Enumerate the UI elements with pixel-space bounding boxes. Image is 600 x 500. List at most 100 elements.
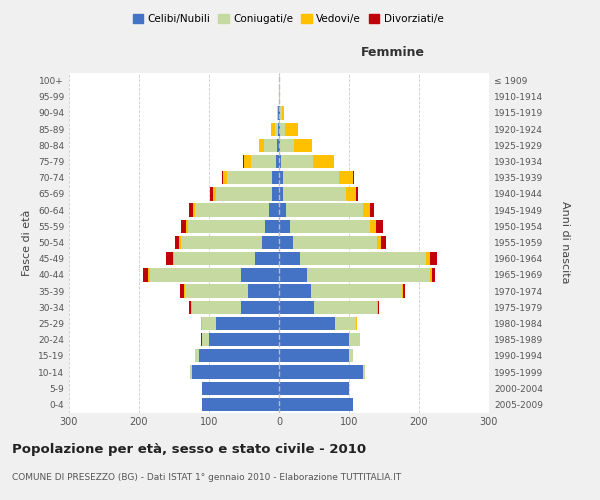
Bar	[271, 122, 275, 136]
Bar	[356, 188, 358, 200]
Bar	[264, 138, 277, 152]
Bar	[278, 122, 279, 136]
Bar	[403, 284, 405, 298]
Bar	[279, 317, 335, 330]
Bar	[279, 268, 307, 281]
Bar	[275, 155, 279, 168]
Bar	[195, 204, 269, 217]
Bar	[277, 138, 279, 152]
Bar	[293, 236, 377, 249]
Bar	[181, 220, 186, 233]
Y-axis label: Anni di nascita: Anni di nascita	[560, 201, 570, 283]
Bar	[212, 188, 216, 200]
Bar	[338, 171, 353, 184]
Bar	[185, 284, 248, 298]
Bar	[279, 236, 293, 249]
Bar	[363, 204, 370, 217]
Bar	[279, 138, 280, 152]
Bar	[221, 171, 223, 184]
Bar	[370, 220, 376, 233]
Bar	[279, 382, 349, 395]
Bar	[279, 300, 314, 314]
Bar	[216, 317, 279, 330]
Bar	[244, 155, 251, 168]
Bar	[241, 268, 279, 281]
Bar	[148, 268, 149, 281]
Bar	[209, 333, 279, 346]
Bar	[346, 188, 356, 200]
Bar	[281, 155, 313, 168]
Legend: Celibi/Nubili, Coniugati/e, Vedovi/e, Divorziati/e: Celibi/Nubili, Coniugati/e, Vedovi/e, Di…	[128, 10, 448, 29]
Bar	[401, 284, 403, 298]
Bar	[277, 106, 278, 120]
Bar	[280, 138, 295, 152]
Bar	[279, 171, 283, 184]
Bar	[227, 171, 272, 184]
Bar	[279, 204, 286, 217]
Bar	[175, 236, 179, 249]
Y-axis label: Fasce di età: Fasce di età	[22, 210, 32, 276]
Bar	[254, 252, 279, 266]
Bar	[272, 188, 279, 200]
Bar	[188, 220, 265, 233]
Bar	[211, 188, 212, 200]
Bar	[290, 220, 370, 233]
Bar	[166, 252, 173, 266]
Bar	[279, 284, 311, 298]
Bar	[279, 333, 349, 346]
Bar	[279, 398, 353, 411]
Bar	[262, 236, 279, 249]
Bar	[314, 300, 377, 314]
Bar	[181, 284, 184, 298]
Bar	[430, 252, 437, 266]
Bar	[282, 106, 284, 120]
Bar	[242, 155, 244, 168]
Bar	[431, 268, 435, 281]
Bar	[278, 106, 279, 120]
Bar	[190, 366, 191, 378]
Bar	[189, 300, 191, 314]
Bar	[202, 382, 279, 395]
Bar	[311, 284, 401, 298]
Bar	[279, 252, 300, 266]
Bar	[349, 333, 359, 346]
Bar	[286, 122, 298, 136]
Bar	[377, 236, 380, 249]
Bar	[426, 252, 430, 266]
Bar	[202, 317, 216, 330]
Bar	[279, 106, 280, 120]
Bar	[300, 252, 426, 266]
Bar	[199, 349, 279, 362]
Bar	[280, 106, 282, 120]
Bar	[202, 398, 279, 411]
Bar	[335, 317, 356, 330]
Bar	[349, 349, 353, 362]
Bar	[190, 204, 193, 217]
Bar	[265, 220, 279, 233]
Bar	[279, 90, 280, 104]
Bar	[356, 317, 358, 330]
Bar	[286, 204, 363, 217]
Bar	[241, 300, 279, 314]
Bar	[173, 252, 174, 266]
Bar	[275, 122, 278, 136]
Bar	[430, 268, 431, 281]
Bar	[272, 171, 279, 184]
Bar	[370, 204, 373, 217]
Bar	[307, 268, 430, 281]
Bar	[280, 122, 286, 136]
Bar	[353, 171, 354, 184]
Bar	[380, 236, 386, 249]
Text: COMUNE DI PRESEZZO (BG) - Dati ISTAT 1° gennaio 2010 - Elaborazione TUTTITALIA.I: COMUNE DI PRESEZZO (BG) - Dati ISTAT 1° …	[12, 472, 401, 482]
Bar	[378, 300, 379, 314]
Bar	[181, 236, 262, 249]
Bar	[279, 349, 349, 362]
Bar	[191, 300, 241, 314]
Bar	[179, 236, 181, 249]
Bar	[313, 155, 334, 168]
Bar	[283, 171, 338, 184]
Bar	[259, 138, 265, 152]
Bar	[279, 366, 363, 378]
Text: Femmine: Femmine	[361, 46, 424, 59]
Bar	[377, 300, 378, 314]
